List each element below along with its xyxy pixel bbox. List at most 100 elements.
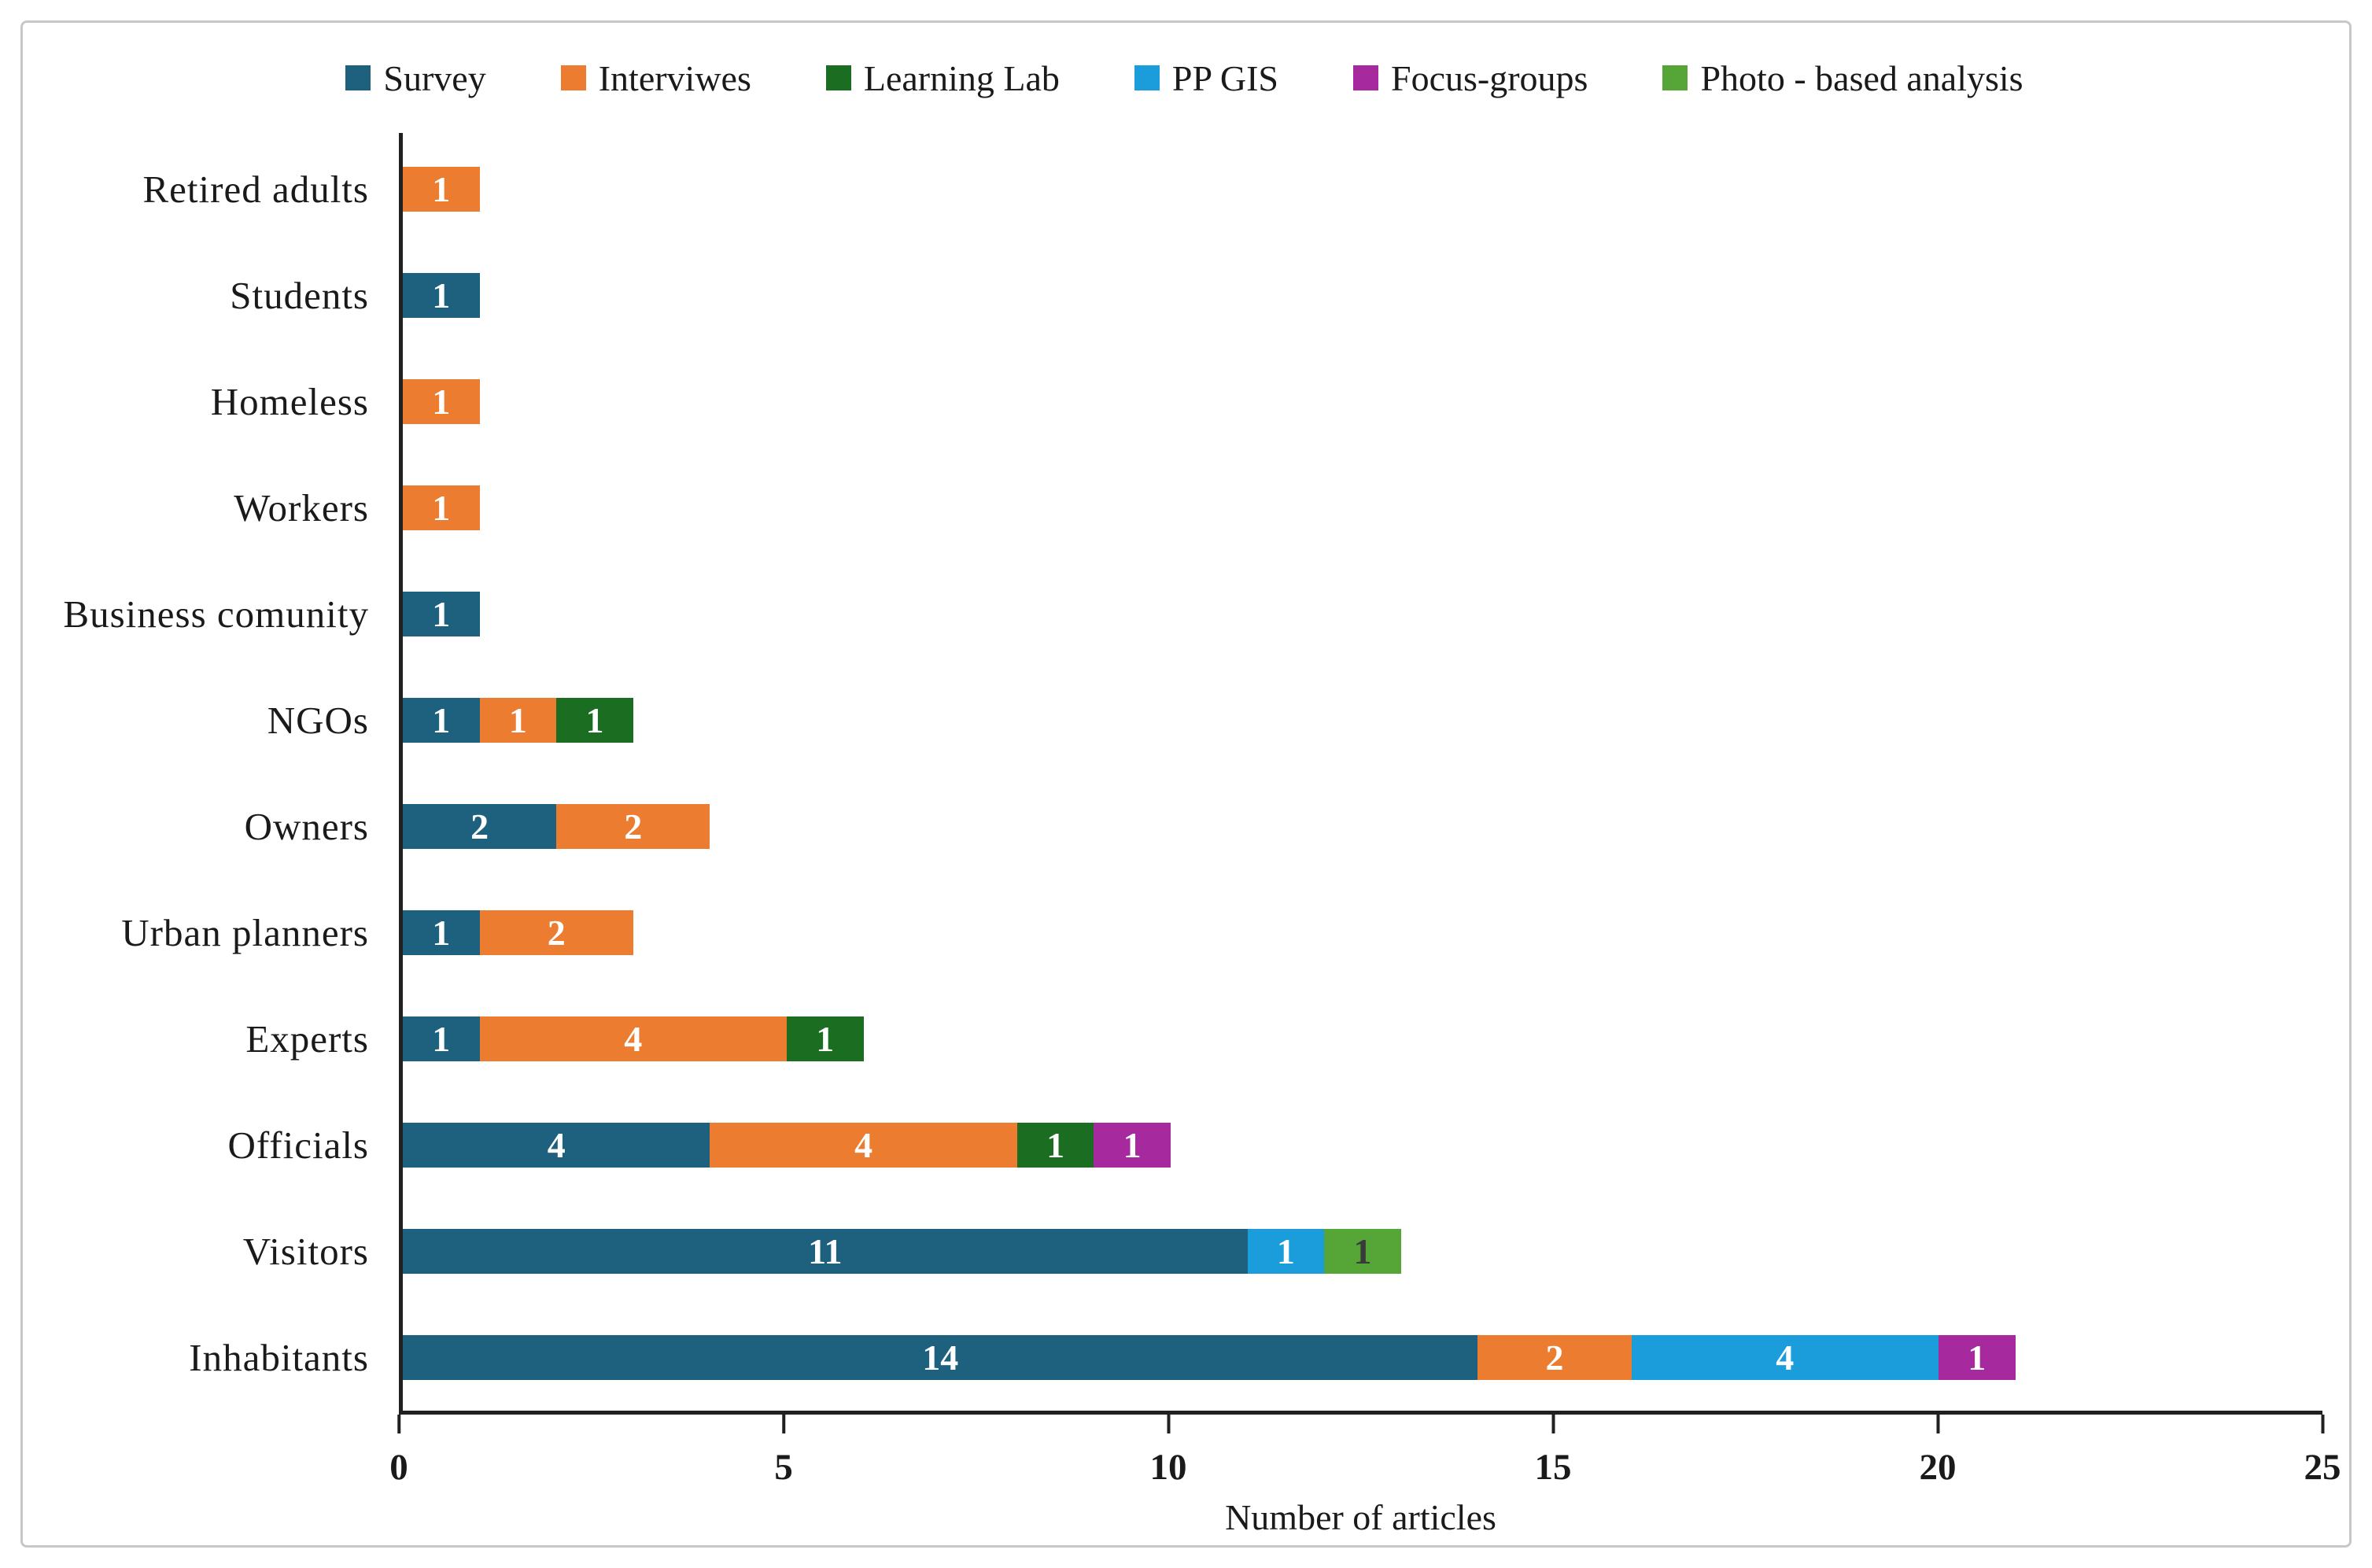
tick-label: 5 — [774, 1447, 793, 1488]
legend: Survey Interviwes Learning Lab PP GIS Focus-… — [46, 54, 2322, 101]
bar-segment-interviwes: 4 — [479, 1016, 787, 1061]
bar-value-label: 1 — [432, 912, 451, 953]
bar-area: 1 1 1 — [399, 698, 2322, 743]
bar-row-urban-planners: Urban planners 1 2 — [46, 880, 2322, 986]
x-axis-tick-20: 20 — [1920, 1415, 1957, 1489]
bar-row-business-comunity: Business comunity 1 — [46, 561, 2322, 667]
bar-area: 14 2 4 1 — [399, 1335, 2322, 1380]
bar-row-workers: Workers 1 — [46, 455, 2322, 561]
stacked-bar: 1 1 1 — [403, 698, 2322, 743]
bar-value-label: 1 — [432, 593, 451, 634]
bar-value-label: 1 — [1123, 1124, 1142, 1165]
bar-segment-pp-gis: 1 — [1247, 1229, 1325, 1274]
bar-row-officials: Officials 4 4 1 1 — [46, 1092, 2322, 1198]
bar-segment-learning-lab: 1 — [786, 1016, 864, 1061]
bar-area: 4 4 1 1 — [399, 1123, 2322, 1168]
bar-segment-interviwes: 1 — [403, 379, 480, 424]
bar-value-label: 1 — [432, 1018, 451, 1059]
bar-segment-pp-gis: 4 — [1631, 1335, 1939, 1380]
bar-value-label: 14 — [922, 1337, 959, 1378]
legend-label: Photo - based analysis — [1700, 57, 2023, 98]
legend-label: Survey — [383, 57, 486, 98]
x-axis-tick-5: 5 — [774, 1415, 793, 1489]
bar-area: 1 — [399, 167, 2322, 212]
bar-row-students: Students 1 — [46, 242, 2322, 349]
category-label: Owners — [244, 804, 369, 848]
bar-segment-interviwes: 2 — [556, 804, 710, 849]
bar-value-label: 1 — [508, 699, 527, 740]
legend-item-learning-lab: Learning Lab — [825, 57, 1060, 99]
legend-item-photo-based-analysis: Photo - based analysis — [1662, 57, 2023, 99]
bar-value-label: 11 — [808, 1230, 843, 1271]
bar-segment-interviwes: 1 — [479, 698, 557, 743]
legend-swatch-icon — [1662, 65, 1688, 90]
category-label: Urban planners — [121, 910, 369, 954]
bar-segment-survey: 1 — [403, 273, 480, 318]
tick-mark — [1936, 1415, 1939, 1433]
bar-segment-interviwes: 4 — [710, 1123, 1017, 1168]
category-label: Visitors — [242, 1229, 369, 1273]
bar-row-inhabitants: Inhabitants 14 2 4 1 — [46, 1304, 2322, 1411]
bar-segment-photo-based-analysis: 1 — [1324, 1229, 1401, 1274]
category-label: Students — [230, 273, 369, 317]
category-label: NGOs — [267, 698, 369, 742]
legend-label: Learning Lab — [863, 57, 1060, 98]
bar-segment-learning-lab: 1 — [556, 698, 633, 743]
category-label: Homeless — [210, 379, 369, 423]
chart-frame: Survey Interviwes Learning Lab PP GIS Focus-… — [20, 20, 2352, 1548]
stacked-bar: 1 — [403, 273, 2322, 318]
bar-row-owners: Owners 2 2 — [46, 773, 2322, 880]
bar-segment-survey: 1 — [403, 910, 480, 955]
bar-value-label: 1 — [1046, 1124, 1065, 1165]
bar-segment-learning-lab: 1 — [1016, 1123, 1094, 1168]
tick-mark — [2321, 1415, 2324, 1433]
bar-value-label: 1 — [585, 699, 604, 740]
bar-segment-survey: 14 — [403, 1335, 1478, 1380]
legend-label: Focus-groups — [1391, 57, 1588, 98]
legend-swatch-icon — [825, 65, 851, 90]
bar-segment-interviwes: 2 — [479, 910, 633, 955]
bar-row-visitors: Visitors 11 1 1 — [46, 1198, 2322, 1304]
tick-label: 25 — [2304, 1447, 2341, 1488]
bar-value-label: 1 — [432, 275, 451, 315]
bar-value-label: 1 — [1968, 1337, 1987, 1378]
x-axis-title: Number of articles — [1225, 1497, 1496, 1537]
tick-mark — [1167, 1415, 1170, 1433]
tick-label: 10 — [1149, 1447, 1187, 1488]
bar-value-label: 2 — [624, 806, 643, 847]
bar-value-label: 4 — [547, 1124, 566, 1165]
stacked-bar: 14 2 4 1 — [403, 1335, 2322, 1380]
bar-value-label: 1 — [816, 1018, 835, 1059]
bar-area: 1 4 1 — [399, 1016, 2322, 1061]
x-axis-tick-0: 0 — [389, 1415, 408, 1489]
plot-rows: Retired adults 1 Students 1 Homeless 1 Workers… — [46, 133, 2322, 1411]
stacked-bar: 4 4 1 1 — [403, 1123, 2322, 1168]
bar-value-label: 4 — [1776, 1337, 1795, 1378]
legend-item-focus-groups: Focus-groups — [1353, 57, 1588, 99]
legend-swatch-icon — [1353, 65, 1379, 90]
category-label: Officials — [227, 1123, 369, 1167]
legend-item-interviwes: Interviwes — [560, 57, 751, 99]
legend-swatch-icon — [1134, 65, 1160, 90]
bar-segment-survey: 4 — [403, 1123, 710, 1168]
stacked-bar: 1 — [403, 167, 2322, 212]
tick-label: 20 — [1919, 1447, 1957, 1488]
stacked-bar: 1 4 1 — [403, 1016, 2322, 1061]
bar-value-label: 1 — [432, 487, 451, 528]
tick-label: 15 — [1534, 1447, 1572, 1488]
bar-row-experts: Experts 1 4 1 — [46, 986, 2322, 1092]
legend-label: PP GIS — [1171, 57, 1279, 98]
category-label: Inhabitants — [189, 1335, 369, 1379]
bar-segment-survey: 1 — [403, 1016, 480, 1061]
bar-segment-survey: 1 — [403, 592, 480, 636]
legend-swatch-icon — [345, 65, 371, 90]
tick-mark — [397, 1415, 400, 1433]
bar-segment-survey: 11 — [403, 1229, 1248, 1274]
x-axis-tick-10: 10 — [1150, 1415, 1187, 1489]
plot-area: Retired adults 1 Students 1 Homeless 1 Workers… — [46, 133, 2341, 1538]
tick-label: 0 — [389, 1447, 408, 1488]
category-label: Workers — [234, 485, 369, 529]
